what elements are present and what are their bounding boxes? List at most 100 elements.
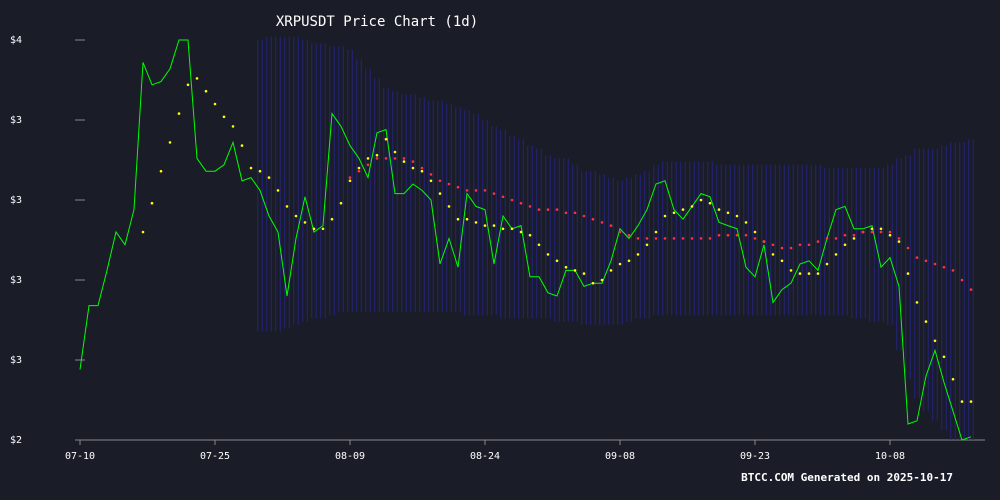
indicator-dot: [537, 243, 541, 247]
y-tick-label: $2: [10, 435, 22, 446]
indicator-dot: [231, 125, 235, 128]
indicator-dot: [609, 224, 613, 227]
indicator-dot: [420, 169, 424, 173]
indicator-dot: [960, 278, 964, 282]
indicator-dot: [393, 157, 397, 160]
indicator-dot: [816, 240, 820, 243]
y-tick-label: $3: [10, 355, 22, 366]
indicator-dot: [591, 281, 595, 285]
indicator-dot: [546, 208, 550, 211]
indicator-dot: [762, 240, 766, 243]
indicator-dot: [915, 301, 919, 304]
indicator-dot: [384, 137, 388, 141]
indicator-dot: [384, 157, 388, 160]
indicator-dot: [168, 141, 172, 144]
indicator-dot: [204, 89, 208, 93]
indicator-dot: [312, 227, 316, 231]
indicator-dot: [627, 259, 631, 263]
indicator-dot: [636, 253, 640, 256]
indicator-dot: [564, 265, 568, 269]
indicator-dot: [681, 237, 685, 240]
indicator-dot: [159, 169, 163, 173]
indicator-dot: [357, 169, 361, 173]
y-tick-label: $3: [10, 115, 22, 126]
indicator-dot: [690, 205, 694, 208]
x-tick-label: 08-09: [335, 451, 365, 462]
indicator-dot: [429, 179, 433, 183]
indicator-dot: [339, 201, 343, 205]
indicator-dot: [888, 230, 892, 234]
indicator-dot: [861, 230, 865, 234]
indicator-dot: [402, 157, 406, 160]
indicator-dot: [915, 256, 919, 259]
indicator-dot: [951, 269, 955, 272]
indicator-dot: [969, 288, 973, 291]
indicator-dot: [825, 237, 829, 240]
indicator-dot: [870, 230, 874, 234]
indicator-dot: [600, 278, 604, 282]
indicator-dot: [735, 214, 739, 218]
indicator-dot: [645, 237, 649, 240]
indicator-dot: [690, 237, 694, 240]
indicator-dot: [141, 230, 145, 234]
indicator-dot: [834, 237, 838, 240]
indicator-dot: [600, 221, 604, 224]
indicator-dot: [753, 230, 757, 234]
indicator-dot: [474, 221, 478, 224]
indicator-dot: [879, 227, 883, 231]
indicator-dot: [186, 83, 190, 87]
indicator-dot: [735, 233, 739, 237]
indicator-dot: [843, 243, 847, 247]
indicator-dot: [177, 112, 181, 115]
indicator-dot: [654, 237, 658, 240]
indicator-dot: [672, 237, 676, 240]
x-tick-label: 08-24: [470, 451, 500, 462]
indicator-dot: [447, 182, 451, 186]
indicator-dot: [843, 233, 847, 237]
indicator-dot: [195, 77, 199, 80]
indicator-dot: [375, 153, 379, 157]
indicator-dot: [456, 217, 460, 221]
footer: BTCC.COM Generated on 2025-10-17: [741, 471, 953, 484]
indicator-dot: [636, 237, 640, 240]
y-tick-label: $3: [10, 275, 22, 286]
indicator-dot: [906, 272, 910, 275]
indicator-dot: [924, 320, 928, 323]
indicator-dot: [960, 400, 964, 403]
indicator-dot: [555, 208, 559, 211]
indicator-dot: [654, 230, 658, 234]
indicator-dot: [807, 243, 811, 247]
indicator-dot: [771, 243, 775, 247]
indicator-dot: [438, 179, 442, 183]
indicator-dot: [348, 179, 352, 183]
indicator-dot: [555, 259, 559, 263]
indicator-dot: [294, 214, 298, 218]
indicator-dot: [285, 205, 289, 208]
indicator-dot: [366, 163, 370, 167]
indicator-dot: [789, 269, 793, 272]
indicator-dot: [888, 233, 892, 237]
indicator-dot: [447, 205, 451, 208]
indicator-dot: [483, 224, 487, 227]
indicator-dot: [708, 237, 712, 240]
indicator-dot: [618, 262, 622, 266]
indicator-dot: [753, 237, 757, 240]
indicator-dot: [834, 253, 838, 256]
indicator-dot: [942, 265, 946, 269]
indicator-dot: [330, 217, 334, 221]
indicator-dot: [366, 157, 370, 160]
x-tick-label: 09-23: [740, 451, 770, 462]
indicator-dot: [645, 243, 649, 247]
x-tick-label: 07-25: [200, 451, 230, 462]
indicator-dot: [240, 144, 244, 147]
indicator-dot: [798, 272, 802, 275]
indicator-dot: [969, 400, 973, 403]
indicator-dot: [213, 102, 217, 106]
indicator-dot: [321, 227, 325, 231]
indicator-dot: [699, 237, 703, 240]
indicator-dot: [663, 237, 667, 240]
indicator-dot: [924, 259, 928, 263]
indicator-dot: [438, 192, 442, 195]
